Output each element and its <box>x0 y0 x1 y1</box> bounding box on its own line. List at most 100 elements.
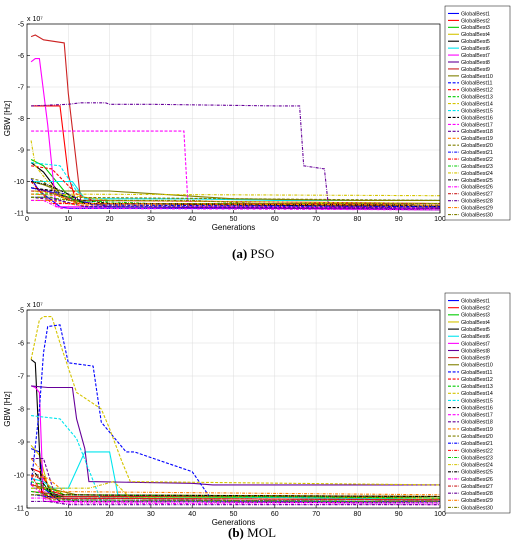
caption-a: (a) PSO <box>232 246 274 262</box>
charta-series <box>30 34 441 211</box>
chartb-legend-label-7: GlobalBest7 <box>461 341 490 347</box>
chartb-legend-label-19: GlobalBest19 <box>461 427 493 433</box>
charta-series-line-29 <box>31 193 441 206</box>
charta-legend-label-29: GlobalBest29 <box>461 206 493 212</box>
charta-series-line-21 <box>30 187 441 208</box>
chartb-legend-label-15: GlobalBest15 <box>461 398 493 404</box>
chartb-legend-label-28: GlobalBest28 <box>461 491 493 497</box>
chartb-xtick-label: 0 <box>25 511 29 518</box>
chartb-legend-label-4: GlobalBest4 <box>461 320 490 326</box>
charta-legend-label-26: GlobalBest26 <box>461 185 493 191</box>
charta-legend-label-23: GlobalBest23 <box>461 164 493 170</box>
chartb-legend: GlobalBest1GlobalBest2GlobalBest3GlobalB… <box>444 292 511 514</box>
charta-legend-label-22: GlobalBest22 <box>461 157 493 163</box>
chartb-xtick-label: 70 <box>312 511 320 518</box>
chartb-xtick-label: 90 <box>395 511 403 518</box>
chartb-ytick-label: -8 <box>18 406 24 413</box>
charta-legend-label-5: GlobalBest5 <box>461 39 490 45</box>
chartb-legend-label-20: GlobalBest20 <box>461 434 493 440</box>
chartb-legend-label-24: GlobalBest24 <box>461 463 493 469</box>
chartb-legend-label-13: GlobalBest13 <box>461 384 493 390</box>
chartb-legend-label-26: GlobalBest26 <box>461 477 493 483</box>
charta-legend-label-15: GlobalBest15 <box>461 108 493 114</box>
chartb-legend-label-25: GlobalBest25 <box>461 470 493 476</box>
charta-series-line-17 <box>31 130 441 209</box>
charta-legend-label-6: GlobalBest6 <box>461 46 490 52</box>
caption-b-label: (b) <box>228 525 244 540</box>
charta-legend-label-16: GlobalBest16 <box>461 115 493 121</box>
charta-legend-label-28: GlobalBest28 <box>461 199 493 205</box>
charta-xtick-label: 20 <box>106 216 114 223</box>
chartb-legend-label-27: GlobalBest27 <box>461 484 493 490</box>
charta-ytick-label: -8 <box>18 116 24 123</box>
chartb-xtick-label: 50 <box>230 511 238 518</box>
charta-legend-label-14: GlobalBest14 <box>461 102 493 108</box>
chartb-legend-label-18: GlobalBest18 <box>461 420 493 426</box>
charta-legend-label-4: GlobalBest4 <box>461 32 490 38</box>
chartb-legend-label-8: GlobalBest8 <box>461 348 490 354</box>
charta-legend-label-9: GlobalBest9 <box>461 67 490 73</box>
chartb-legend-label-9: GlobalBest9 <box>461 356 490 362</box>
charta-legend: GlobalBest1GlobalBest2GlobalBest3GlobalB… <box>444 5 511 221</box>
chartb-legend-label-1: GlobalBest1 <box>461 298 490 304</box>
charta-group: 0 10 20 30 40 50 60 70 80 90 100 -5 -6 -7 -8 -9 -10 -11 x … <box>3 5 511 232</box>
charta-legend-label-11: GlobalBest11 <box>461 81 492 87</box>
chartb-legend-label-16: GlobalBest16 <box>461 405 493 411</box>
charta-xtick-label: 70 <box>312 216 320 223</box>
chartb-ytick-label: -11 <box>14 505 24 512</box>
charta-ytick-label: -10 <box>14 179 24 186</box>
charta-legend-label-7: GlobalBest7 <box>461 53 490 59</box>
chartb-legend-label-30: GlobalBest30 <box>461 505 493 511</box>
chartb-exponent-label: x 10⁷ <box>27 302 43 309</box>
chartb-ytick-label: -5 <box>18 307 24 314</box>
chartb-series-line-20 <box>31 494 441 502</box>
charta-exponent-label: x 10⁷ <box>27 16 43 23</box>
charta-series-line-20 <box>30 177 441 201</box>
chartb-legend-label-21: GlobalBest21 <box>461 441 493 447</box>
charta-series-line-24 <box>30 140 441 197</box>
charta-legend-label-20: GlobalBest20 <box>461 143 493 149</box>
chartb-ytick-label: -7 <box>18 373 24 380</box>
chartb-series-line-23 <box>30 481 441 499</box>
charta-xtick-label: 100 <box>434 216 446 223</box>
chartb-group: 0 10 20 30 40 50 60 70 80 90 100 -5 -6 -7 -8 -9 -10 -11 x … <box>3 292 511 527</box>
chartb-y-axis-title: GBW [Hz] <box>3 391 12 427</box>
charta-xtick-label: 80 <box>354 216 362 223</box>
chartb-legend-label-23: GlobalBest23 <box>461 455 493 461</box>
charta-legend-label-30: GlobalBest30 <box>461 212 493 218</box>
charta-series-line-28 <box>31 102 441 209</box>
charta-xtick-label: 90 <box>395 216 403 223</box>
charta-series-line-25 <box>30 180 441 206</box>
charta-series-line-10 <box>30 180 440 201</box>
charta-ytick-label: -7 <box>18 84 24 91</box>
charta-legend-label-3: GlobalBest3 <box>461 25 490 31</box>
charta-ytick-label: -5 <box>18 21 24 28</box>
charta-ytick-label: -9 <box>18 147 24 154</box>
chartb-xtick-label: 20 <box>106 511 114 518</box>
charta-legend-label-12: GlobalBest12 <box>461 88 493 94</box>
charta-series-line-30 <box>31 196 440 205</box>
charta-legend-label-24: GlobalBest24 <box>461 171 493 177</box>
charta-xtick-label: 40 <box>188 216 196 223</box>
caption-a-text: PSO <box>250 246 275 261</box>
chartb-series-line-8 <box>31 385 440 486</box>
chartb-ytick-label: -6 <box>18 340 24 347</box>
chartb-series-line-30 <box>31 494 441 502</box>
charta-xtick-label: 50 <box>230 216 238 223</box>
charta-xtick-label: 0 <box>25 216 29 223</box>
chartb-series-line-17 <box>30 484 441 504</box>
chartb-series <box>30 316 441 506</box>
chartb-legend-label-5: GlobalBest5 <box>461 327 490 333</box>
chartb-legend-label-17: GlobalBest17 <box>461 413 493 419</box>
charta-series-line-13 <box>31 193 441 206</box>
charta-y-axis-title: GBW [Hz] <box>3 101 12 137</box>
chartb-legend-label-12: GlobalBest12 <box>461 377 493 383</box>
chartb-series-line-14 <box>30 316 441 486</box>
caption-a-label: (a) <box>232 246 248 261</box>
chartb-legend-label-2: GlobalBest2 <box>461 306 490 312</box>
charta-xtick-label: 30 <box>147 216 155 223</box>
chartb-series-line-7 <box>30 385 441 504</box>
caption-b: (b) MOL <box>228 525 276 541</box>
charta-xtick-label: 10 <box>64 216 72 223</box>
chartb-xtick-label: 10 <box>64 511 72 518</box>
